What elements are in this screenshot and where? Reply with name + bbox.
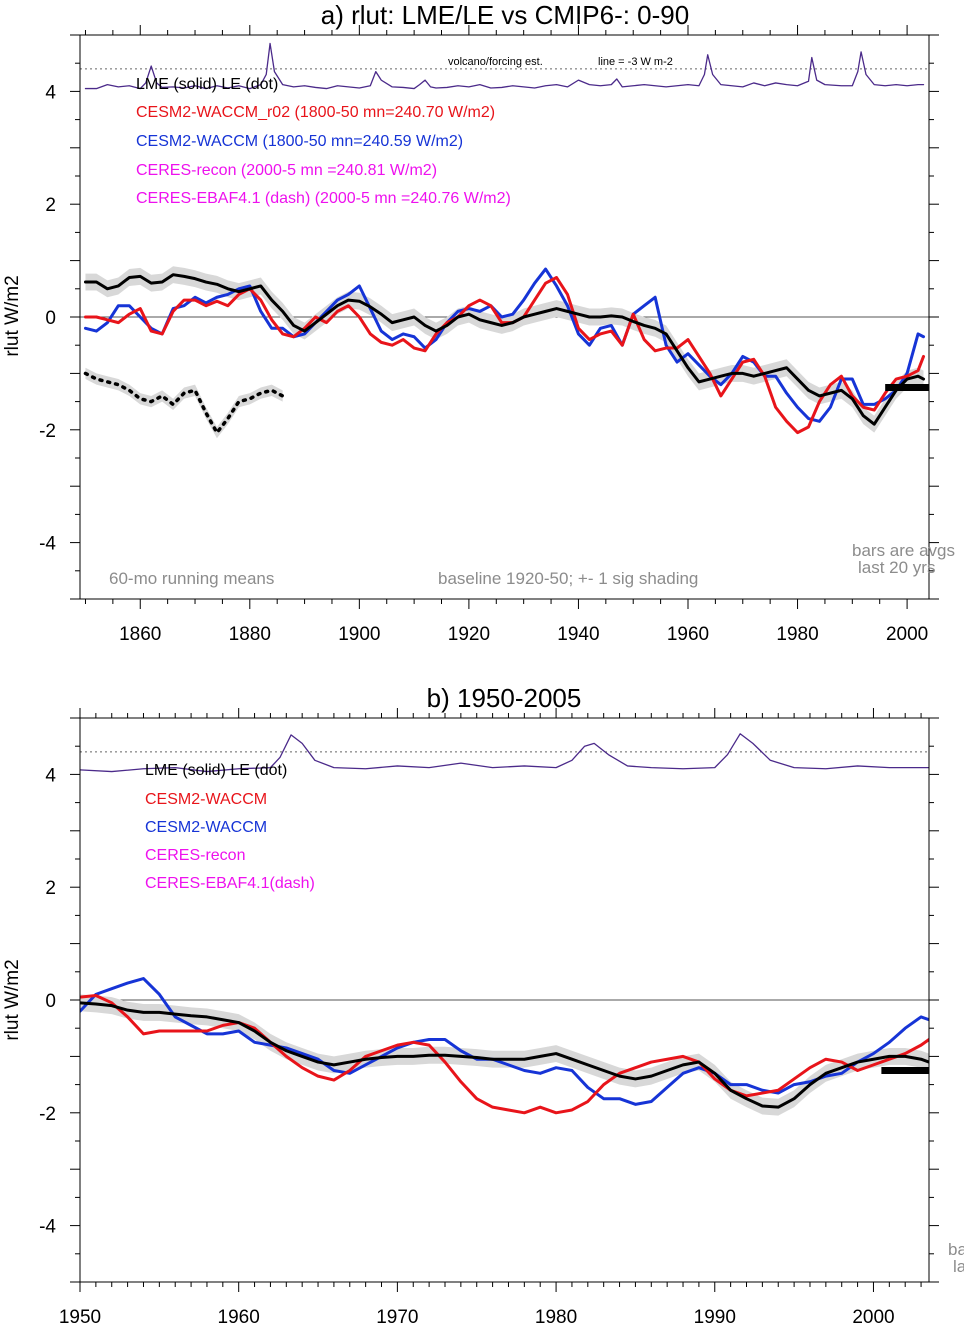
- series-line-volcano: [84, 42, 925, 90]
- x-tick-label: 1960: [667, 624, 709, 645]
- legend-entry-ceres-ebaf: CERES-EBAF4.1 (dash) (2000-5 mn =240.76 …: [136, 190, 511, 207]
- plot-area: [80, 42, 929, 439]
- x-tick-label: 1860: [119, 624, 161, 645]
- panel-a-title: a) rlut: LME/LE vs CMIP6-: 0-90: [321, 0, 689, 30]
- legend-entry-ceres-ebaf: CERES-EBAF4.1(dash): [145, 875, 315, 892]
- y-tick-label: 2: [45, 195, 56, 216]
- line-annotation: line = -3 W m-2: [598, 56, 673, 68]
- legend-entry-lme: LME (solid) LE (dot): [136, 76, 278, 93]
- y-tick-label: -4: [39, 1217, 56, 1238]
- y-tick-label: 4: [45, 765, 56, 786]
- x-tick-label: 2000: [852, 1307, 894, 1325]
- x-tick-label: 1980: [535, 1307, 577, 1325]
- series-line-lme: [80, 1001, 929, 1109]
- x-tick-label: 1990: [694, 1307, 736, 1325]
- x-tick-label: 1970: [376, 1307, 418, 1325]
- y-tick-label: -2: [39, 421, 56, 442]
- series-line-cesm: [83, 267, 926, 423]
- uncertainty-shading: [85, 266, 924, 433]
- legend-entry-cesm: CESM2-WACCM (1800-50 mn=240.59 W/m2): [136, 133, 463, 150]
- panel-b-title: b) 1950-2005: [427, 683, 582, 713]
- y-tick-label: -2: [39, 1104, 56, 1125]
- x-tick-label: 1940: [557, 624, 599, 645]
- panel-b-series: [80, 733, 929, 1116]
- series-line-lme-le: [83, 371, 285, 435]
- y-tick-label: 0: [45, 308, 56, 329]
- legend-entry-ceres-recon: CERES-recon: [145, 847, 245, 864]
- x-tick-label: 2000: [886, 624, 928, 645]
- bars-note-1: ba: [948, 1240, 964, 1259]
- baseline-note: baseline 1920-50; +- 1 sig shading: [438, 569, 698, 588]
- x-tick-label: 1920: [448, 624, 490, 645]
- panel-b: b) 1950-2005 rlut W/m2 1950 1960 1970 1980 1…: [2, 683, 964, 1325]
- series-line-volcano: [80, 733, 929, 773]
- x-tick-label: 1950: [59, 1307, 101, 1325]
- series-line-lme: [83, 273, 926, 426]
- bars-note-2: last 20 yrs: [858, 558, 935, 577]
- x-tick-label: 1880: [229, 624, 271, 645]
- legend-entry-cesm-r02: CESM2-WACCM: [145, 791, 267, 808]
- legend-entry-cesm-r02: CESM2-WACCM_r02 (1800-50 mn=240.70 W/m2): [136, 104, 495, 121]
- plot-area: [80, 733, 929, 1116]
- y-tick-label: 0: [45, 991, 56, 1012]
- y-tick-label: 4: [45, 82, 56, 103]
- x-tick-label: 1960: [218, 1307, 260, 1325]
- panel-b-axes: 1950 1960 1970 1980 1990 2000 4 2 0 -2 -4: [39, 708, 939, 1325]
- legend-entry-cesm: CESM2-WACCM: [145, 819, 267, 836]
- bars-note-2: la: [953, 1257, 964, 1276]
- uncertainty-shading: [80, 994, 929, 1116]
- y-tick-label: 2: [45, 878, 56, 899]
- x-tick-label: 1900: [338, 624, 380, 645]
- panel-a-legend: LME (solid) LE (dot) CESM2-WACCM_r02 (18…: [136, 76, 511, 207]
- panel-a-axes: 1860 1880 1900 1920 1940 1960 1980 2000 4 2 0 -2 -4: [39, 25, 939, 645]
- series-line-cesm-r02: [80, 993, 929, 1115]
- series-line-cesm: [80, 977, 929, 1106]
- panel-a-series: [80, 42, 929, 439]
- panel-b-ylabel: rlut W/m2: [2, 959, 23, 1040]
- panel-a-ylabel: rlut W/m2: [2, 275, 23, 356]
- legend-entry-ceres-recon: CERES-recon (2000-5 mn =240.81 W/m2): [136, 162, 437, 179]
- panel-b-legend: LME (solid) LE (dot) CESM2-WACCM CESM2-W…: [145, 762, 315, 892]
- x-tick-label: 1980: [776, 624, 818, 645]
- legend-entry-lme: LME (solid) LE (dot): [145, 762, 287, 779]
- volcano-annotation: volcano/forcing est.: [448, 56, 543, 68]
- uncertainty-shading: [85, 367, 283, 439]
- y-tick-label: -4: [39, 534, 56, 555]
- bars-note-1: bars are avgs: [852, 541, 955, 560]
- panel-a: a) rlut: LME/LE vs CMIP6-: 0-90 rlut W/m…: [2, 0, 955, 645]
- running-mean-note: 60-mo running means: [109, 569, 274, 588]
